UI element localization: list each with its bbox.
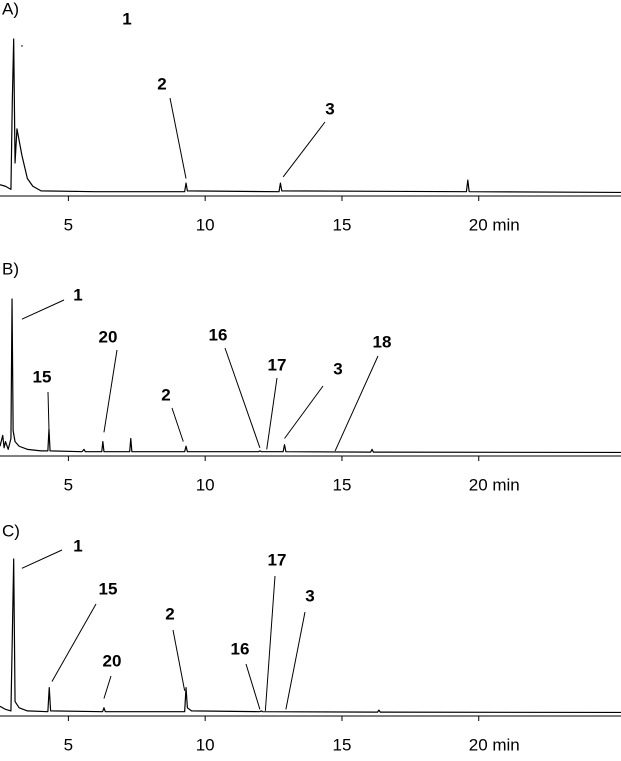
panel: C) 5 10 15 20 min 1 15 20 2 16 17 3	[0, 521, 621, 754]
peak-label: 2	[161, 385, 170, 404]
peak-label: 16	[209, 325, 228, 344]
peak-label: 16	[231, 639, 250, 658]
peak-label: 18	[373, 332, 392, 351]
leader-line	[103, 675, 112, 699]
leader-line	[21, 549, 63, 569]
peak-label: 3	[325, 99, 334, 118]
peak-label: 3	[305, 586, 314, 605]
leader-line	[172, 629, 186, 691]
leader-line	[171, 407, 184, 442]
peak-label: 17	[268, 550, 287, 569]
panel-label: C)	[2, 521, 20, 540]
trace	[0, 38, 621, 194]
peak-label: 3	[333, 359, 342, 378]
x-tick-label: 15	[332, 475, 351, 494]
leader-line	[334, 355, 379, 452]
panel: A) 5 10 15 20 min 1 2 3	[0, 0, 621, 234]
x-tick-label: 20 min	[469, 475, 520, 494]
panel-label: B)	[2, 259, 19, 278]
peak-label: 2	[165, 604, 174, 623]
x-tick-label: 5	[64, 475, 73, 494]
x-tick-label: 15	[332, 215, 351, 234]
peak-label: 2	[157, 74, 166, 93]
peak-label: 1	[122, 9, 131, 28]
leader-line	[264, 575, 276, 711]
leader-line	[284, 385, 324, 439]
leader-line	[245, 663, 261, 710]
x-tick-label: 5	[64, 215, 73, 234]
trace	[0, 558, 621, 714]
leader-line	[266, 377, 278, 450]
panel: B) 5 10 15 20 min 1 15 20 2 16 17 3 18	[0, 259, 621, 494]
trace	[0, 298, 621, 454]
x-tick-label: 10	[196, 475, 215, 494]
leader-line	[285, 611, 306, 710]
x-tick-label: 10	[196, 735, 215, 754]
leader-line	[169, 97, 187, 179]
peak-label: 20	[99, 327, 118, 346]
x-tick-label: 10	[196, 215, 215, 234]
leader-line	[103, 349, 118, 433]
peak-label: 15	[33, 367, 52, 386]
x-tick-label: 5	[64, 735, 73, 754]
x-tick-label: 20 min	[469, 735, 520, 754]
x-tick-label: 20 min	[469, 215, 520, 234]
x-tick-label: 15	[332, 735, 351, 754]
peak-label: 1	[73, 285, 82, 304]
peak-label: 1	[73, 536, 82, 555]
peak-label: 20	[103, 651, 122, 670]
peak-label: 15	[99, 579, 118, 598]
leader-line	[51, 603, 97, 682]
leader-line	[47, 391, 50, 430]
leader-line	[224, 347, 261, 448]
leader-line	[21, 299, 65, 320]
panel-label: A)	[2, 0, 19, 18]
leader-line	[282, 121, 326, 178]
peak-label: 17	[268, 355, 287, 374]
